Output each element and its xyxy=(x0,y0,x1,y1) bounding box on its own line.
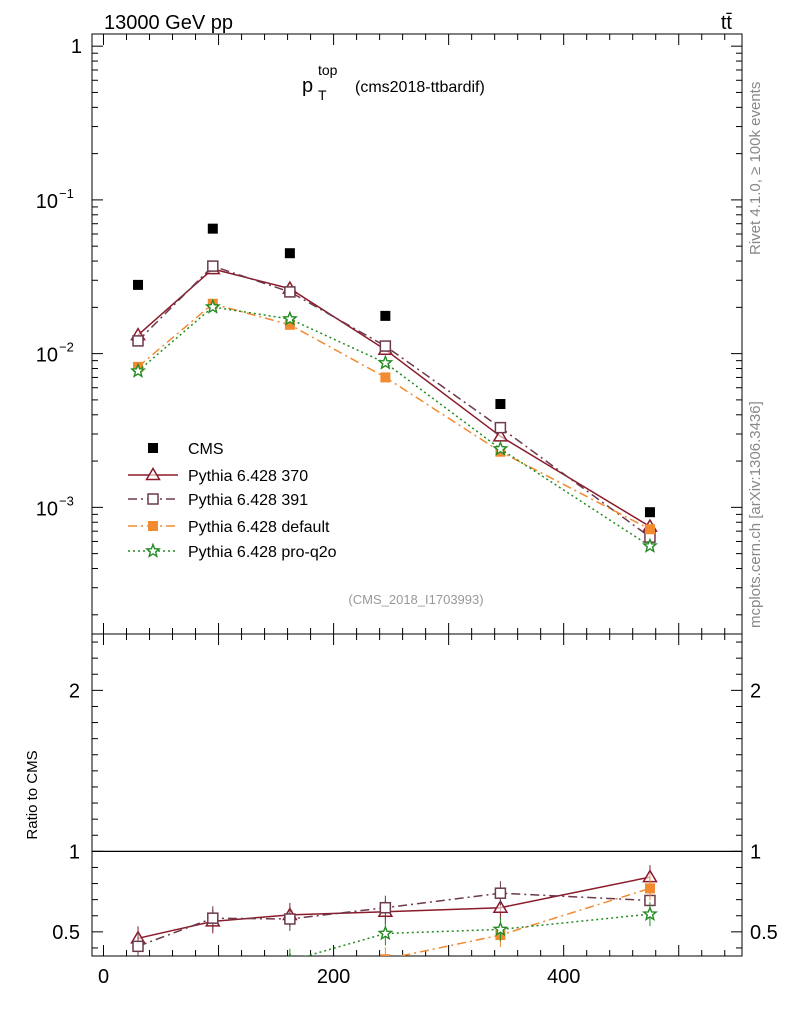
ratio-point xyxy=(288,952,292,956)
data-point xyxy=(377,354,394,370)
data-point xyxy=(641,537,658,553)
ratio-point xyxy=(641,905,658,922)
ratio-point xyxy=(284,913,296,925)
plot-title: p xyxy=(302,75,313,97)
title-main: p xyxy=(302,75,313,97)
ratio-y-tick-label-left: 1 xyxy=(69,841,80,863)
data-point xyxy=(494,421,507,434)
ratio-axes: 0.5 0.5 1 1 2 2 0 200 400 xyxy=(52,634,778,988)
main-y-tick-label: 1 xyxy=(71,36,82,58)
ratio-y-tick-label-right: 2 xyxy=(750,680,761,702)
legend-label-391: Pythia 6.428 391 xyxy=(188,492,308,509)
ratio-series xyxy=(130,865,658,956)
data-point xyxy=(204,298,221,314)
ratio-series-group xyxy=(130,865,658,956)
ratio-plot-frame xyxy=(91,633,743,957)
ratio-line xyxy=(137,876,651,940)
series-line xyxy=(137,302,651,530)
ratio-series-3 xyxy=(288,902,658,956)
ratio-point xyxy=(492,920,509,937)
data-point xyxy=(492,440,509,456)
data-point xyxy=(133,279,144,290)
ratio-point xyxy=(379,901,392,914)
ratio-x-tick-label: 0 xyxy=(98,966,109,988)
title-superscript: top xyxy=(318,62,338,78)
main-y-tick-exponent: −3 xyxy=(59,493,74,508)
legend-marker xyxy=(145,467,161,481)
legend-label-370: Pythia 6.428 370 xyxy=(188,468,308,485)
ratio-point xyxy=(644,883,655,894)
rivet-label: Rivet 4.1.0, ≥ 100k events xyxy=(747,82,764,255)
ratio-point xyxy=(492,899,509,913)
data-point xyxy=(207,223,218,234)
legend: CMS Pythia 6.428 370 Pythia 6.428 391 Py… xyxy=(128,441,337,561)
ratio-y-tick-label-left: 0.5 xyxy=(52,922,80,944)
ratio-point xyxy=(494,887,507,899)
data-point xyxy=(644,524,655,535)
ratio-x-tick-label: 200 xyxy=(317,966,350,988)
data-point xyxy=(284,248,295,259)
ratio-x-tick-label: 400 xyxy=(547,966,580,988)
data-point xyxy=(207,260,219,272)
series-line xyxy=(137,265,651,538)
title-suffix: (cms2018-ttbardif) xyxy=(355,79,485,96)
legend-label-proq2o: Pythia 6.428 pro-q2o xyxy=(188,544,337,561)
legend-marker xyxy=(147,493,159,505)
site-label: mcplots.cern.ch [arXiv:1306.3436] xyxy=(747,401,764,628)
main-y-tick-label: 10 xyxy=(36,191,58,213)
main-y-tick-exponent: −1 xyxy=(59,186,74,201)
legend-label-cms: CMS xyxy=(188,441,224,458)
data-point xyxy=(644,507,655,518)
ratio-point xyxy=(132,940,144,953)
main-y-tick-exponent: −2 xyxy=(59,340,74,355)
data-point xyxy=(281,310,298,326)
data-point xyxy=(284,286,296,298)
title-subscript: T xyxy=(318,87,327,103)
ratio-y-tick-label-left: 2 xyxy=(69,680,80,702)
main-y-tick-label: 10 xyxy=(36,498,58,520)
ratio-point xyxy=(380,954,391,956)
ratio-y-tick-label-right: 0.5 xyxy=(750,922,778,944)
ratio-line xyxy=(137,892,651,948)
data-point xyxy=(284,319,295,330)
data-point xyxy=(379,340,392,352)
ratio-point xyxy=(377,925,394,941)
process-label: tt̄ xyxy=(721,12,733,34)
data-point xyxy=(132,335,144,347)
legend-label-default: Pythia 6.428 default xyxy=(188,519,330,536)
data-point xyxy=(129,362,147,378)
ratio-line xyxy=(397,887,651,956)
data-point xyxy=(495,399,506,410)
series-0 xyxy=(133,223,655,518)
series-4 xyxy=(129,298,658,553)
main-axes: 110−110−210−3 xyxy=(36,34,742,634)
energy-label: 13000 GeV pp xyxy=(104,12,233,34)
data-point xyxy=(380,372,391,383)
legend-marker xyxy=(144,542,162,558)
legend-marker xyxy=(148,443,158,453)
main-y-tick-label: 10 xyxy=(36,345,58,367)
main-series xyxy=(129,223,658,553)
ratio-ylabel: Ratio to CMS xyxy=(24,750,41,839)
legend-marker xyxy=(148,521,158,531)
data-point xyxy=(380,310,391,321)
ratio-point xyxy=(207,912,219,924)
analysis-watermark: (CMS_2018_I1703993) xyxy=(348,592,483,607)
ratio-y-tick-label-right: 1 xyxy=(750,841,761,863)
